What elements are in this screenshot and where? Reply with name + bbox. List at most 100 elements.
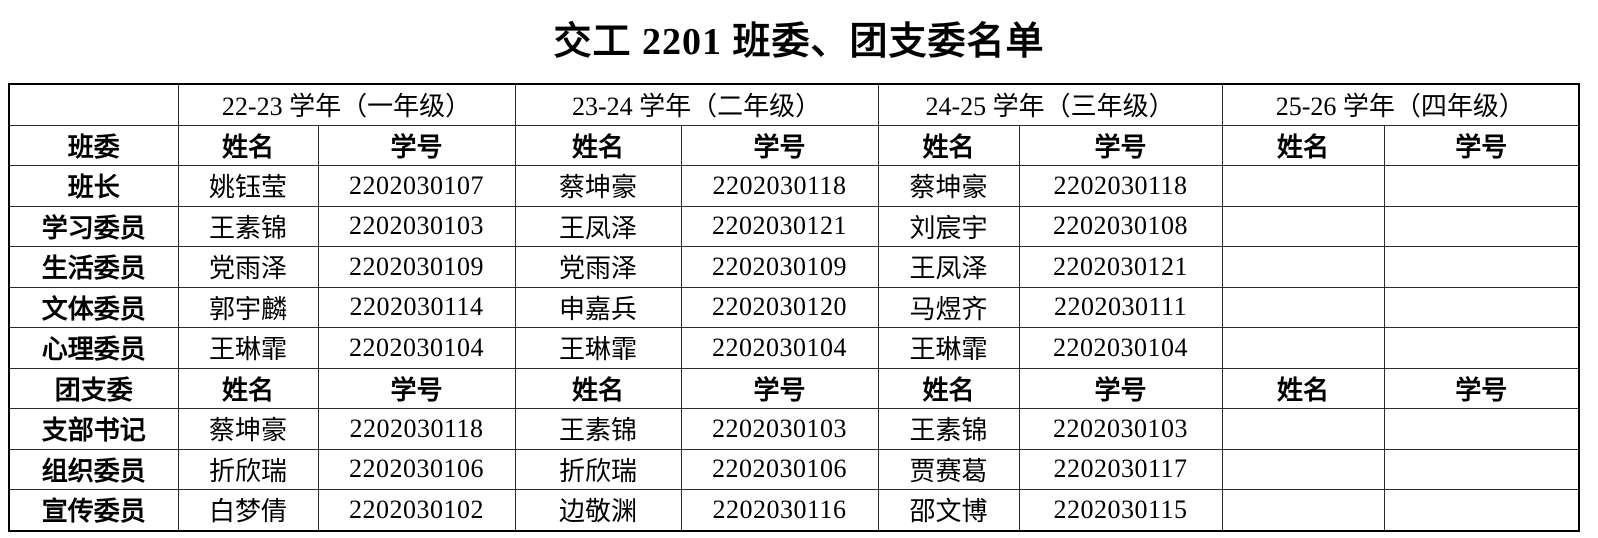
name-cell — [1221, 489, 1385, 531]
sid-cell: 2202030121 — [680, 205, 879, 247]
name-cell: 马煜齐 — [877, 286, 1020, 328]
corner-cell — [8, 83, 179, 126]
name-cell — [1221, 408, 1385, 450]
table-row: 支部书记 蔡坤豪 2202030118 王素锦 2202030103 王素锦 2… — [8, 408, 1580, 450]
sid-cell: 2202030121 — [1018, 246, 1223, 288]
sid-cell — [1383, 327, 1580, 369]
name-cell: 邵文博 — [877, 489, 1020, 531]
sid-cell: 2202030107 — [317, 165, 516, 207]
name-cell: 折欣瑞 — [514, 448, 682, 490]
sid-cell: 2202030104 — [680, 327, 879, 369]
name-cell: 郭宇麟 — [177, 286, 319, 328]
role-cell: 班长 — [8, 165, 179, 207]
table-row: 文体委员 郭宇麟 2202030114 申嘉兵 2202030120 马煜齐 2… — [8, 286, 1580, 328]
name-cell: 王琳霏 — [177, 327, 319, 369]
table-row: 心理委员 王琳霏 2202030104 王琳霏 2202030104 王琳霏 2… — [8, 327, 1580, 369]
sid-cell: 2202030120 — [680, 286, 879, 328]
year-header-row: 22-23 学年（一年级） 23-24 学年（二年级） 24-25 学年（三年级… — [8, 83, 1580, 126]
name-cell: 蔡坤豪 — [514, 165, 682, 207]
name-cell: 王素锦 — [877, 408, 1020, 450]
sid-cell: 2202030104 — [317, 327, 516, 369]
name-cell: 折欣瑞 — [177, 448, 319, 490]
sid-cell: 2202030103 — [317, 205, 516, 247]
sid-cell: 2202030103 — [1018, 408, 1223, 450]
name-header-cell: 姓名 — [177, 367, 319, 409]
table-row: 组织委员 折欣瑞 2202030106 折欣瑞 2202030106 贾赛葛 2… — [8, 448, 1580, 490]
name-cell — [1221, 165, 1385, 207]
role-cell: 生活委员 — [8, 246, 179, 288]
name-cell: 王素锦 — [514, 408, 682, 450]
name-cell — [1221, 205, 1385, 247]
section-label-cell: 班委 — [8, 124, 179, 166]
sid-header-cell: 学号 — [1018, 367, 1223, 409]
sid-cell: 2202030109 — [317, 246, 516, 288]
role-cell: 学习委员 — [8, 205, 179, 247]
year-header-cell: 22-23 学年（一年级） — [177, 83, 516, 126]
sid-cell — [1383, 448, 1580, 490]
table-row: 班长 姚钰莹 2202030107 蔡坤豪 2202030118 蔡坤豪 220… — [8, 165, 1580, 207]
sid-cell: 2202030115 — [1018, 489, 1223, 531]
sid-cell — [1383, 165, 1580, 207]
sid-header-cell: 学号 — [317, 124, 516, 166]
sid-cell: 2202030111 — [1018, 286, 1223, 328]
name-cell: 蔡坤豪 — [877, 165, 1020, 207]
sid-cell: 2202030106 — [317, 448, 516, 490]
name-cell: 申嘉兵 — [514, 286, 682, 328]
name-cell — [1221, 246, 1385, 288]
name-header-cell: 姓名 — [514, 367, 682, 409]
name-cell: 刘宸宇 — [877, 205, 1020, 247]
name-cell: 边敬渊 — [514, 489, 682, 531]
year-header-cell: 25-26 学年（四年级） — [1221, 83, 1580, 126]
roster-table: 22-23 学年（一年级） 23-24 学年（二年级） 24-25 学年（三年级… — [8, 83, 1581, 532]
section-header-row: 班委 姓名 学号 姓名 学号 姓名 学号 姓名 学号 — [8, 124, 1580, 166]
role-cell: 文体委员 — [8, 286, 179, 328]
name-cell — [1221, 327, 1385, 369]
name-header-cell: 姓名 — [177, 124, 319, 166]
role-cell: 心理委员 — [8, 327, 179, 369]
table-row: 生活委员 党雨泽 2202030109 党雨泽 2202030109 王凤泽 2… — [8, 246, 1580, 288]
sid-cell: 2202030109 — [680, 246, 879, 288]
sid-cell: 2202030103 — [680, 408, 879, 450]
name-cell: 姚钰莹 — [177, 165, 319, 207]
name-cell: 王凤泽 — [514, 205, 682, 247]
name-cell: 王琳霏 — [877, 327, 1020, 369]
sid-cell — [1383, 205, 1580, 247]
sid-cell: 2202030114 — [317, 286, 516, 328]
name-cell: 党雨泽 — [177, 246, 319, 288]
year-header-cell: 23-24 学年（二年级） — [514, 83, 879, 126]
sid-header-cell: 学号 — [1018, 124, 1223, 166]
name-cell: 党雨泽 — [514, 246, 682, 288]
name-header-cell: 姓名 — [877, 367, 1020, 409]
sid-cell — [1383, 246, 1580, 288]
role-cell: 支部书记 — [8, 408, 179, 450]
name-cell: 白梦倩 — [177, 489, 319, 531]
name-cell: 贾赛葛 — [877, 448, 1020, 490]
page-title: 交工 2201 班委、团支委名单 — [553, 21, 1045, 63]
sid-header-cell: 学号 — [680, 124, 879, 166]
name-header-cell: 姓名 — [1221, 367, 1385, 409]
name-header-cell: 姓名 — [877, 124, 1020, 166]
role-cell: 组织委员 — [8, 448, 179, 490]
name-cell — [1221, 448, 1385, 490]
sid-cell: 2202030106 — [680, 448, 879, 490]
table-row: 宣传委员 白梦倩 2202030102 边敬渊 2202030116 邵文博 2… — [8, 489, 1580, 531]
sid-cell — [1383, 286, 1580, 328]
table-row: 学习委员 王素锦 2202030103 王凤泽 2202030121 刘宸宇 2… — [8, 205, 1580, 247]
role-cell: 宣传委员 — [8, 489, 179, 531]
name-cell: 王凤泽 — [877, 246, 1020, 288]
name-header-cell: 姓名 — [1221, 124, 1385, 166]
sid-cell: 2202030118 — [680, 165, 879, 207]
sid-header-cell: 学号 — [317, 367, 516, 409]
section-label-cell: 团支委 — [8, 367, 179, 409]
name-cell — [1221, 286, 1385, 328]
sid-cell: 2202030117 — [1018, 448, 1223, 490]
section-header-row: 团支委 姓名 学号 姓名 学号 姓名 学号 姓名 学号 — [8, 367, 1580, 409]
name-header-cell: 姓名 — [514, 124, 682, 166]
sid-header-cell: 学号 — [680, 367, 879, 409]
sid-cell — [1383, 489, 1580, 531]
year-header-cell: 24-25 学年（三年级） — [877, 83, 1223, 126]
sid-cell: 2202030118 — [317, 408, 516, 450]
sid-cell: 2202030116 — [680, 489, 879, 531]
sid-header-cell: 学号 — [1383, 367, 1580, 409]
name-cell: 蔡坤豪 — [177, 408, 319, 450]
